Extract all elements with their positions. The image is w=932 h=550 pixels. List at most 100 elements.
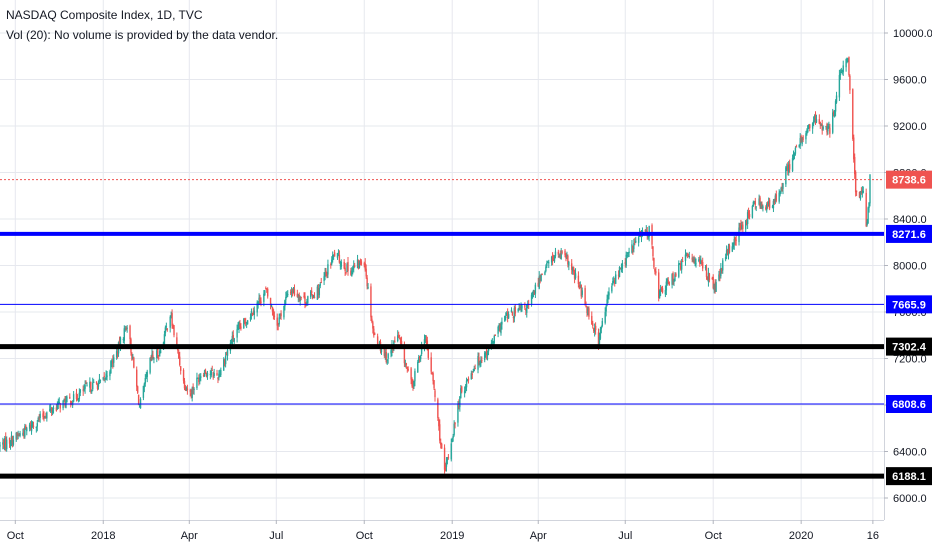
candle [781,182,783,192]
candle [387,352,389,364]
candle [220,367,222,377]
candle [567,254,569,268]
candle [604,307,606,325]
candle [405,362,408,369]
candle [608,287,610,300]
candle [772,198,775,213]
candle [99,379,102,384]
candle [617,270,620,280]
candle [249,313,252,322]
candles [0,56,871,474]
candle [384,349,386,360]
candle [614,270,617,284]
candle [666,277,669,286]
candle [223,357,225,371]
candle [345,271,347,275]
candle [624,258,626,268]
candle [374,332,376,336]
candle [707,267,710,287]
candle [332,251,334,263]
candle [337,249,340,257]
candle [600,325,603,334]
candle [279,313,281,319]
candle [854,170,857,197]
candle [414,368,416,387]
candle [860,187,863,195]
candle [720,263,722,279]
candle [56,401,59,410]
x-tick-label: 16 [867,530,879,542]
candle [151,349,153,361]
candle [287,290,289,297]
candle [431,371,433,375]
candle [92,377,94,392]
candle [303,292,305,299]
candle [693,255,695,264]
candle [574,268,577,280]
candle [658,289,661,299]
candle [32,421,35,429]
candle [839,69,842,80]
candle [26,426,28,436]
candle [406,366,408,373]
candle [480,356,482,367]
candle [411,377,413,388]
candle [869,174,871,207]
candle [432,371,434,385]
horizontal-levels[interactable] [0,231,884,479]
candle [196,372,198,390]
candle [136,366,138,392]
candle [631,240,633,254]
candle [360,259,363,266]
candle [806,128,808,136]
candle [771,204,774,209]
candle [102,377,104,381]
candle [847,58,849,63]
candle [795,144,798,148]
candle [239,319,241,330]
candle [554,247,557,259]
candle [446,456,449,465]
candle [52,405,55,414]
candle [111,358,113,368]
candle [273,311,276,320]
candle [767,197,770,207]
candle [427,347,430,360]
candle [745,219,747,235]
x-tick-label: Oct [705,530,722,542]
candle [519,304,521,311]
candle [37,416,39,423]
candle [182,368,185,384]
candle [291,288,294,297]
candle [599,326,602,341]
candle [819,121,821,129]
candle [791,154,794,173]
candle [673,278,675,287]
candle [185,386,188,392]
candle [800,134,802,143]
grid [0,0,884,520]
candle [607,291,609,304]
candle [557,249,560,258]
candle [745,218,748,226]
candle [461,385,463,394]
candle [794,146,797,156]
candle [366,274,368,290]
candle [748,210,751,220]
candle [17,430,19,440]
candle [699,255,701,267]
candle [138,404,141,408]
candle [4,435,6,451]
candle [782,182,784,195]
time-axis[interactable]: Oct 2018 Apr Jul Oct 2019 Apr Jul Oct 2020 16 [7,520,879,542]
candle [178,349,180,359]
candle [499,323,501,333]
candle [704,265,707,271]
candle [788,159,791,173]
candle [339,260,342,270]
candle [112,355,114,369]
candle [768,197,771,211]
candle [438,417,440,431]
